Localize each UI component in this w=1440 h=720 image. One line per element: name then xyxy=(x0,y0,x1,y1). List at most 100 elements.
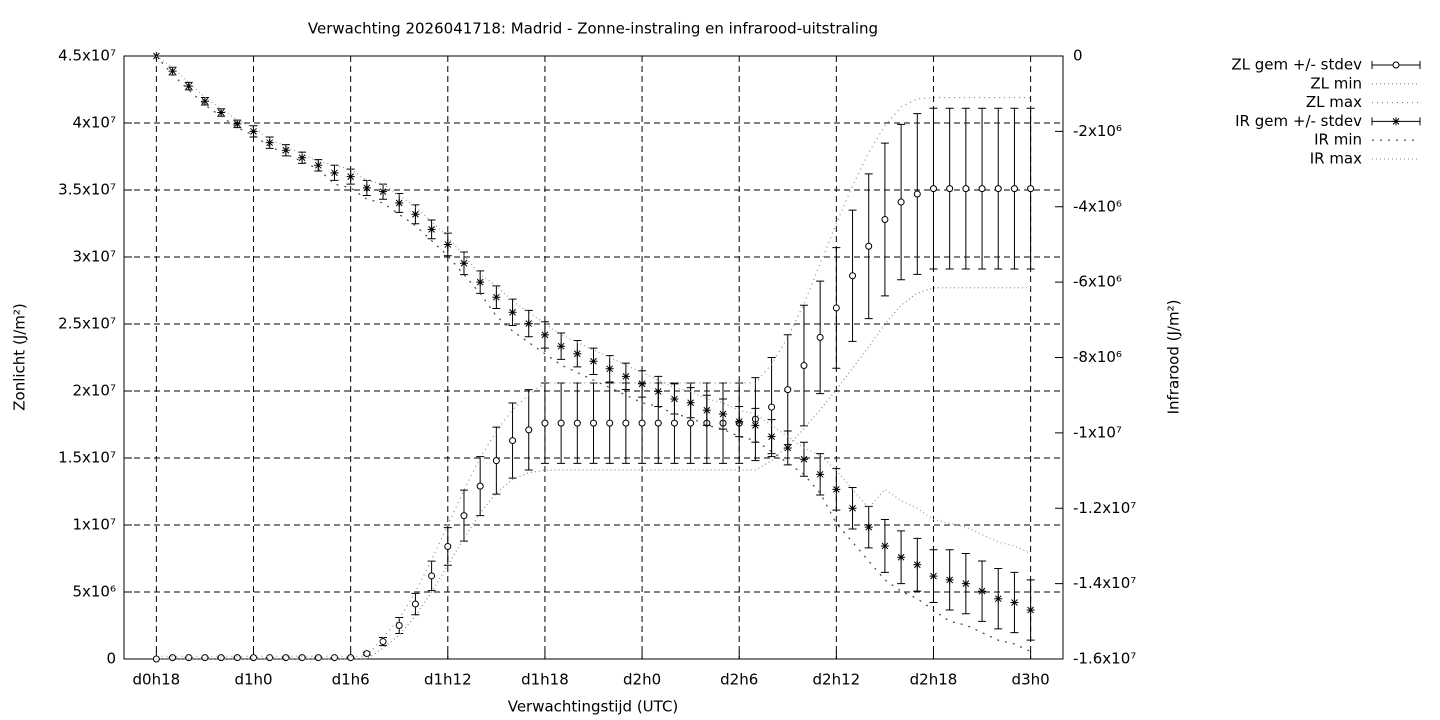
point xyxy=(735,417,744,426)
y-tick-label: 3x10⁷ xyxy=(72,248,116,266)
y2-tick-label: -6x10⁶ xyxy=(1073,273,1122,291)
point xyxy=(492,457,500,465)
point xyxy=(768,403,776,411)
x-tick-label: d3h0 xyxy=(1012,671,1050,689)
point xyxy=(849,272,857,280)
point xyxy=(395,622,403,629)
point xyxy=(249,127,258,136)
y2-tick-label: 0 xyxy=(1073,47,1083,65)
point xyxy=(670,419,678,427)
point xyxy=(994,185,1002,193)
point xyxy=(1010,598,1019,607)
point xyxy=(233,119,242,128)
legend-label: IR min xyxy=(1314,131,1362,149)
point xyxy=(200,97,209,106)
point xyxy=(444,542,452,550)
point xyxy=(428,572,436,580)
y2-tick-label: -1x10⁷ xyxy=(1073,423,1122,441)
point xyxy=(508,308,517,317)
point xyxy=(832,485,841,494)
point xyxy=(816,470,825,479)
point xyxy=(168,67,177,76)
point xyxy=(573,419,581,427)
point xyxy=(638,379,647,388)
point xyxy=(427,225,436,234)
point xyxy=(540,330,549,339)
point xyxy=(573,349,582,358)
point xyxy=(379,638,387,646)
point xyxy=(282,654,290,662)
y-tick-label: 2.5x10⁷ xyxy=(58,315,116,333)
y2-tick-label: -1.6x10⁷ xyxy=(1073,650,1136,668)
point xyxy=(492,293,501,302)
series-line xyxy=(156,96,1031,657)
point xyxy=(816,333,824,341)
y2-tick-label: -8x10⁶ xyxy=(1073,348,1122,366)
legend-label: IR gem +/- stdev xyxy=(1235,112,1362,130)
series-line xyxy=(155,55,1031,653)
point xyxy=(638,419,646,427)
y-tick-label: 4.5x10⁷ xyxy=(58,47,116,65)
y-tick-label: 4x10⁷ xyxy=(72,114,116,132)
point xyxy=(281,146,290,155)
point xyxy=(897,198,905,206)
point xyxy=(702,406,711,415)
point xyxy=(994,594,1003,603)
point xyxy=(605,364,614,373)
x-tick-label: d1h12 xyxy=(424,671,472,689)
point xyxy=(217,654,225,662)
point xyxy=(476,482,484,490)
point xyxy=(169,654,177,662)
point xyxy=(621,372,630,381)
point xyxy=(347,654,355,662)
x-tick-label: d2h18 xyxy=(910,671,958,689)
point xyxy=(152,52,161,60)
y2-tick-label: -1.2x10⁷ xyxy=(1073,499,1136,517)
point xyxy=(509,437,517,445)
point xyxy=(266,654,274,662)
x-tick-label: d2h6 xyxy=(720,671,758,689)
point xyxy=(751,421,760,430)
point xyxy=(799,455,808,464)
x-tick-label: d2h12 xyxy=(813,671,861,689)
point xyxy=(1027,185,1035,193)
point xyxy=(880,541,889,550)
point xyxy=(800,362,808,370)
point xyxy=(524,319,533,328)
chart-title: Verwachting 2026041718: Madrid - Zonne-i… xyxy=(308,20,878,38)
x-tick-label: d1h0 xyxy=(234,671,272,689)
point xyxy=(201,654,209,662)
x-tick-label: d1h6 xyxy=(332,671,370,689)
x-tick-label: d2h0 xyxy=(623,671,661,689)
point xyxy=(767,432,776,441)
point xyxy=(784,386,792,394)
y-tick-label: 0 xyxy=(106,650,116,668)
point xyxy=(590,419,597,427)
point xyxy=(298,654,306,662)
point xyxy=(929,185,937,193)
y-tick-label: 2x10⁷ xyxy=(72,382,116,400)
point xyxy=(411,210,420,219)
point xyxy=(557,342,566,351)
y-axis-label: Zonlicht (J/m²) xyxy=(11,303,29,411)
point xyxy=(832,304,840,312)
point xyxy=(913,560,922,569)
y2-axis-label: Infrarood (J/m²) xyxy=(1165,300,1183,415)
point xyxy=(557,419,565,427)
point xyxy=(783,443,792,452)
point xyxy=(525,426,533,434)
legend-label: IR max xyxy=(1310,150,1362,168)
y2-tick-label: -4x10⁶ xyxy=(1073,197,1122,215)
point xyxy=(541,419,549,427)
point xyxy=(848,504,857,513)
point xyxy=(184,82,193,91)
point xyxy=(330,654,338,662)
legend-label: ZL gem +/- stdev xyxy=(1231,56,1362,74)
point xyxy=(265,138,274,147)
point xyxy=(654,419,662,427)
point xyxy=(589,357,598,366)
x-axis-label: Verwachtingstijd (UTC) xyxy=(508,698,679,716)
point xyxy=(314,161,323,170)
point xyxy=(622,419,630,427)
